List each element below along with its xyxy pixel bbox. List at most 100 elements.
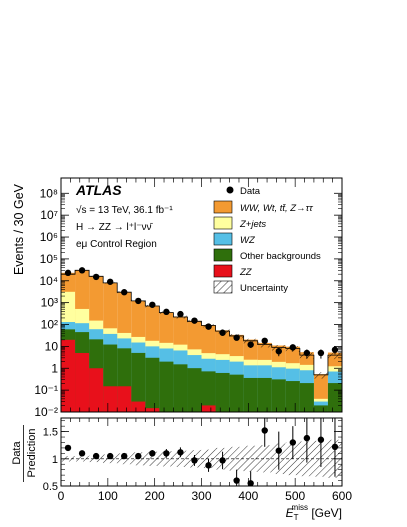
x-tick-label-2: 200 <box>145 489 165 503</box>
main-x-ticks <box>60 178 343 412</box>
uncertainty-bin-14 <box>257 342 272 348</box>
data-point-9 <box>191 317 198 324</box>
data-point-19 <box>331 346 339 353</box>
ratio-point-0 <box>64 444 72 452</box>
data-point-2 <box>92 273 100 281</box>
data-point-15 <box>275 348 282 355</box>
bar-other-backgrounds-bin-19 <box>327 383 342 412</box>
legend-item-top-bkg: WW, Wt, tt̄, Z→ττ <box>213 200 314 214</box>
y-tick-label-4: 10² <box>41 318 58 332</box>
data-points <box>64 267 339 359</box>
data-point-16 <box>289 344 297 351</box>
bar-other-backgrounds-bin-7 <box>159 361 174 412</box>
x-axis-label: ETmiss [GeV] <box>286 503 342 522</box>
ratio-point-3 <box>106 452 114 460</box>
legend-zz-label: ZZ <box>239 267 253 278</box>
legend-swatch-zz <box>213 264 233 278</box>
x-tick-label-1: 100 <box>98 489 118 503</box>
bar-other-backgrounds-bin-6 <box>145 357 160 412</box>
bar-other-backgrounds-bin-12 <box>229 374 244 412</box>
ratio-point-14 <box>261 427 268 434</box>
y-tick-label-8: 10⁶ <box>40 230 58 244</box>
ratio-point-2 <box>92 452 100 460</box>
legend-data-marker <box>226 186 234 194</box>
legend-zjets-label: Z+jets <box>239 219 266 230</box>
legend-swatch-wz <box>213 232 233 246</box>
ratio-y-tick-label-1: 1 <box>52 454 58 466</box>
ratio-point-11 <box>219 457 226 464</box>
legend: Data WW, Wt, tt̄, Z→ττ Z+jets WZ Other b… <box>213 186 321 294</box>
ratio-y-tick-label-2: 1.5 <box>43 427 58 439</box>
ratio-band-bin-14 <box>257 445 272 473</box>
data-point-8 <box>177 310 184 318</box>
ratio-point-18 <box>317 436 325 443</box>
ratio-point-19 <box>331 443 339 451</box>
legend-swatch-top-bkg <box>213 200 233 214</box>
ratio-point-4 <box>121 452 128 460</box>
legend-swatch-uncertainty <box>213 280 233 294</box>
experiment-label: ATLAS <box>75 182 122 198</box>
bar-zz-bin-0 <box>61 339 76 412</box>
legend-top-bkg-label: WW, Wt, tt̄, Z→ττ <box>240 203 314 214</box>
ratio-point-7 <box>163 450 170 457</box>
y-tick-label-1: 10⁻¹ <box>34 383 58 397</box>
ratio-x-axis: 0 100 200 300 400 500 600 <box>58 418 352 503</box>
ratio-point-16 <box>289 439 297 446</box>
uncertainty-bin-18 <box>313 372 328 379</box>
ratio-y-label-top: Data <box>11 441 23 465</box>
main-panel: 10⁻² 10⁻¹ 1 10 10² 10³ 10⁴ 10⁵ 10⁶ 10⁷ 10⁸ Events … <box>12 177 343 419</box>
data-point-7 <box>163 308 170 316</box>
bar-other-backgrounds-bin-14 <box>257 377 272 412</box>
x-tick-label-3: 300 <box>191 489 211 503</box>
x-tick-label-4: 400 <box>238 489 258 503</box>
y-tick-label-5: 10³ <box>41 296 58 310</box>
bar-zz-bin-4 <box>117 386 132 412</box>
energy-lumi-label: √s = 13 TeV, 36.1 fb⁻¹ <box>76 204 173 216</box>
data-point-12 <box>233 334 240 341</box>
ratio-point-13 <box>247 480 254 486</box>
ratio-y-label-bottom: Prediction <box>26 429 38 478</box>
y-tick-label-0: 10⁻² <box>34 405 58 419</box>
x-tick-label-0: 0 <box>58 489 65 503</box>
bar-other-backgrounds-bin-16 <box>285 381 300 412</box>
bar-other-backgrounds-bin-18 <box>313 405 328 412</box>
bar-zz-bin-3 <box>103 386 118 412</box>
ratio-point-5 <box>135 452 142 460</box>
ratio-point-17 <box>303 434 311 442</box>
ratio-point-15 <box>275 447 282 454</box>
legend-uncertainty-label: Uncertainty <box>240 283 288 294</box>
ratio-band-bin-8 <box>173 450 188 467</box>
data-point-1 <box>78 267 86 274</box>
ratio-y-tick-label-0: 0.5 <box>43 481 58 493</box>
bar-other-backgrounds-bin-10 <box>201 371 216 412</box>
bar-other-backgrounds-bin-17 <box>299 383 314 412</box>
ratio-point-6 <box>149 450 156 457</box>
region-label: eμ Control Region <box>76 239 157 250</box>
data-point-13 <box>247 341 254 348</box>
data-point-4 <box>121 289 128 296</box>
data-point-11 <box>219 329 226 336</box>
stacked-histogram <box>61 269 342 412</box>
ratio-data-points <box>64 418 339 486</box>
legend-item-zz: ZZ <box>213 264 253 278</box>
legend-other-label: Other backgrounds <box>240 251 321 262</box>
x-tick-label-5: 500 <box>285 489 305 503</box>
legend-item-other: Other backgrounds <box>213 248 321 262</box>
uncertainty-bin-15 <box>271 345 286 351</box>
bar-other-backgrounds-bin-8 <box>173 364 188 412</box>
data-point-0 <box>64 269 72 277</box>
bar-zz-bin-2 <box>89 368 104 412</box>
bar-other-backgrounds-bin-15 <box>271 379 286 412</box>
process-label: H → ZZ → l⁺l⁻νν̄ <box>76 222 154 233</box>
bar-other-backgrounds-bin-5 <box>131 352 146 412</box>
bar-other-backgrounds-bin-13 <box>243 377 258 412</box>
legend-item-uncertainty: Uncertainty <box>213 280 288 294</box>
bar-other-backgrounds-bin-11 <box>215 372 230 412</box>
legend-item-wz: WZ <box>213 232 256 246</box>
bar-zz-bin-6 <box>145 408 160 412</box>
ratio-point-9 <box>191 457 198 464</box>
legend-wz-label: WZ <box>240 235 256 246</box>
data-point-14 <box>261 337 268 345</box>
legend-data-label: Data <box>240 186 261 197</box>
